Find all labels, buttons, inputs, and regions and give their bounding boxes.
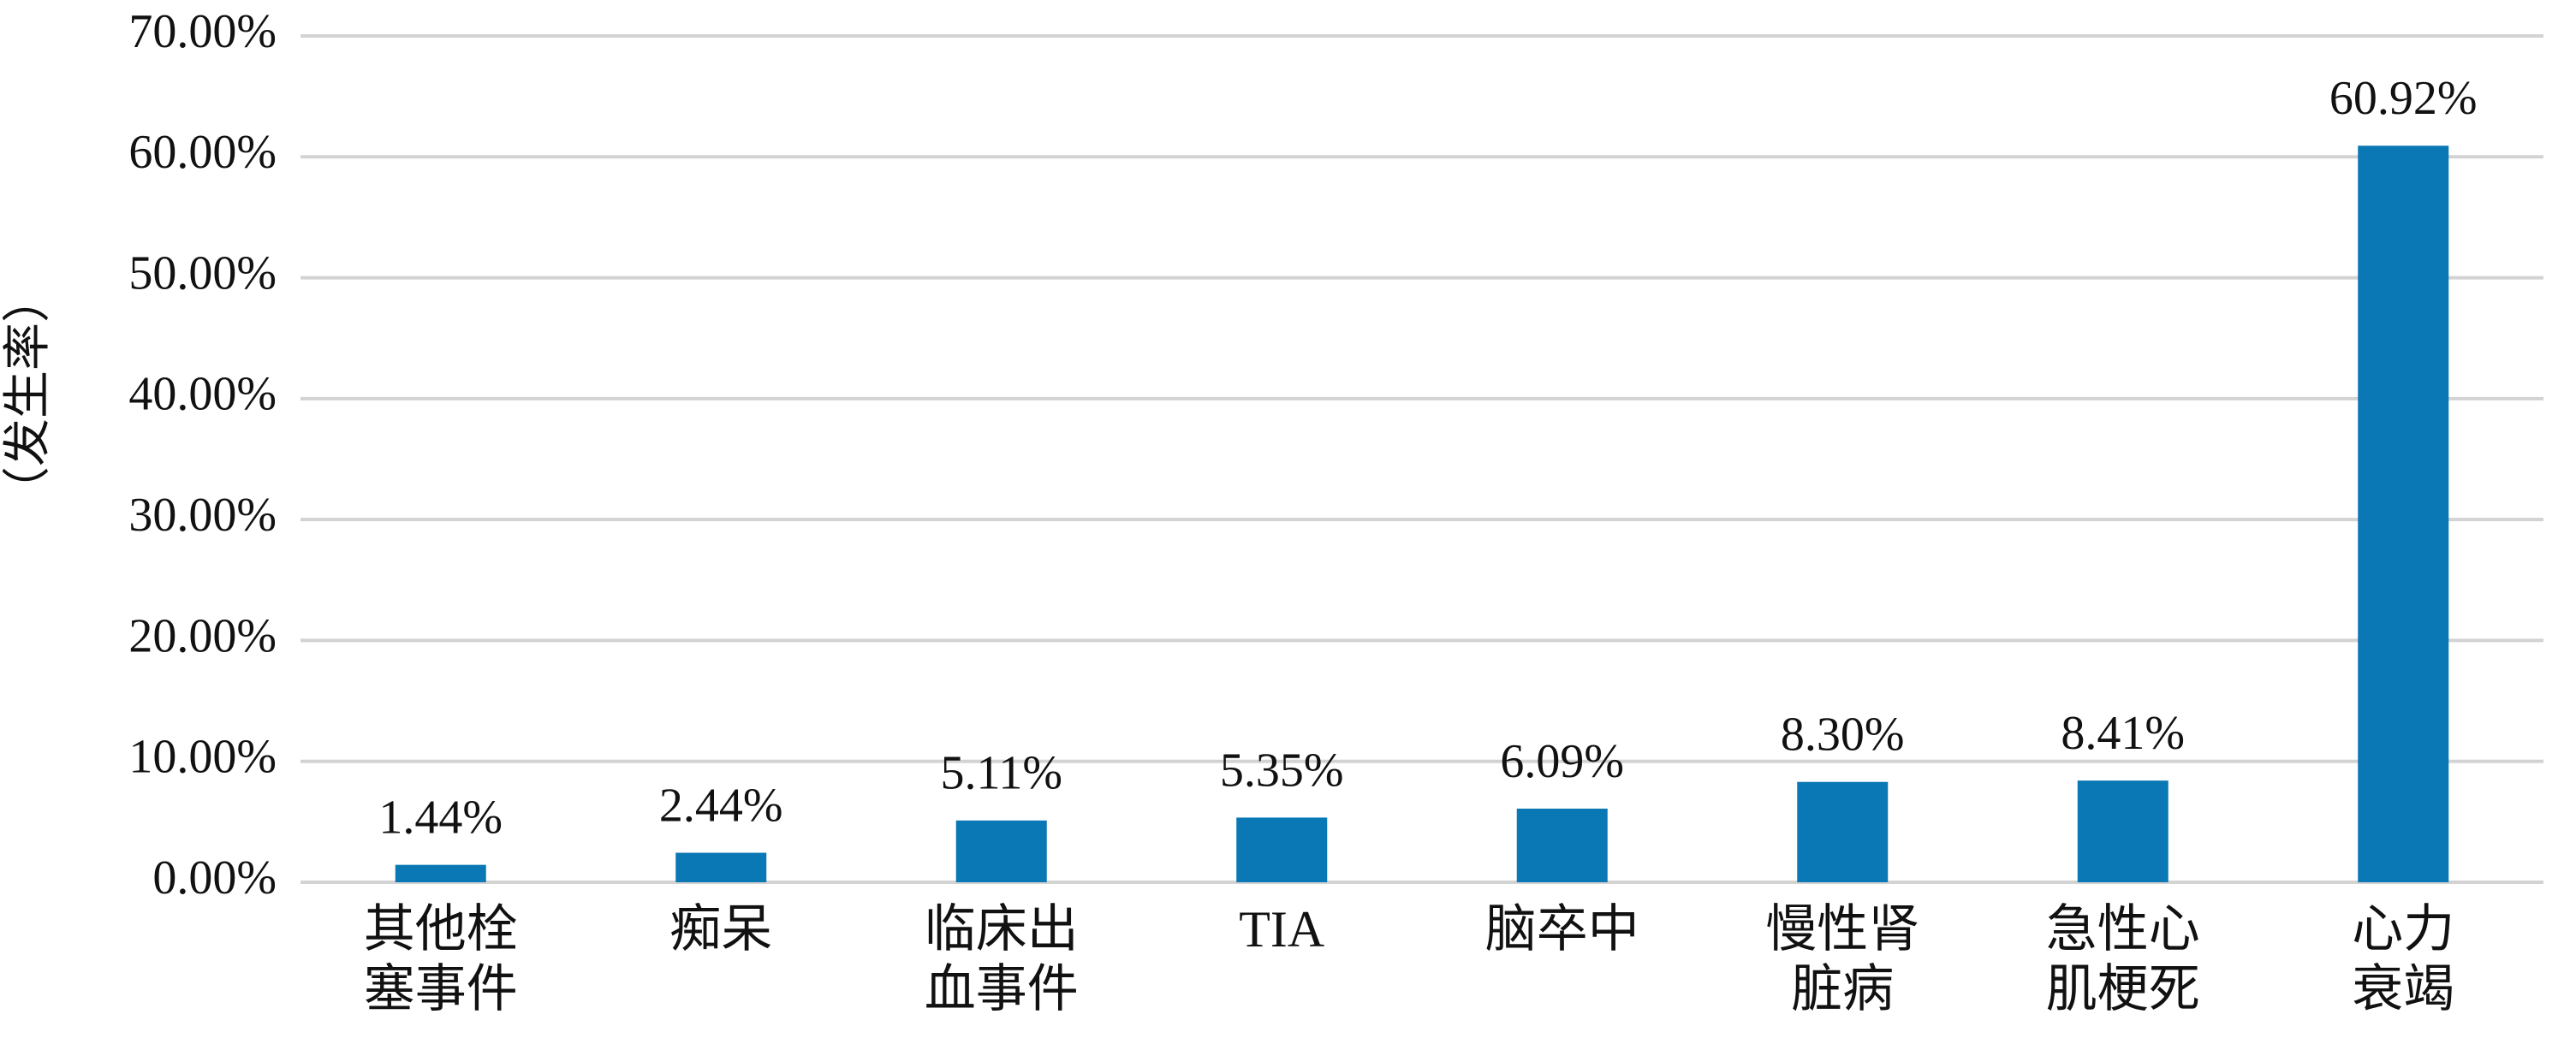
y-tick-label: 0.00% (152, 851, 277, 905)
x-tick-label: 塞事件 (364, 961, 518, 1017)
y-tick-label: 50.00% (128, 246, 277, 300)
y-tick-label: 40.00% (128, 368, 277, 421)
bar (1797, 781, 1889, 882)
x-tick-label: 急性心 (2046, 901, 2200, 958)
x-tick-label: 临床出 (925, 901, 1079, 958)
y-axis-label: （发生率） (2, 275, 55, 514)
y-tick-label: 20.00% (128, 609, 277, 662)
bar (1516, 808, 1608, 882)
value-label: 1.44% (378, 791, 503, 844)
value-label: 8.41% (2061, 707, 2185, 760)
value-label: 5.11% (940, 747, 1062, 800)
bar (2358, 145, 2449, 883)
x-tick-label: 心力 (2352, 901, 2454, 958)
value-label: 6.09% (1500, 735, 1624, 788)
x-tick-label: 脑卒中 (1485, 901, 1639, 958)
x-tick-label: 血事件 (925, 961, 1079, 1017)
value-label: 8.30% (1781, 709, 1905, 762)
value-label: 5.35% (1220, 744, 1344, 797)
value-label: 2.44% (659, 779, 783, 832)
y-tick-label: 60.00% (128, 126, 277, 179)
x-tick-label: 慢性肾 (1765, 901, 1919, 958)
y-tick-label: 70.00% (128, 5, 277, 58)
bar (955, 820, 1047, 882)
bar (2077, 780, 2168, 882)
value-label: 60.92% (2329, 72, 2478, 125)
x-tick-label: TIA (1239, 901, 1324, 958)
x-tick-label: 痴呆 (669, 901, 772, 958)
bar (675, 852, 767, 882)
y-tick-label: 30.00% (128, 489, 277, 542)
x-tick-label: 衰竭 (2352, 961, 2454, 1017)
bar (395, 864, 486, 882)
y-tick-label: 10.00% (128, 731, 277, 784)
x-tick-label: 肌梗死 (2046, 961, 2200, 1017)
bar (1236, 817, 1328, 882)
x-tick-label: 脏病 (1791, 961, 1894, 1017)
x-tick-label: 其他栓 (364, 901, 518, 958)
